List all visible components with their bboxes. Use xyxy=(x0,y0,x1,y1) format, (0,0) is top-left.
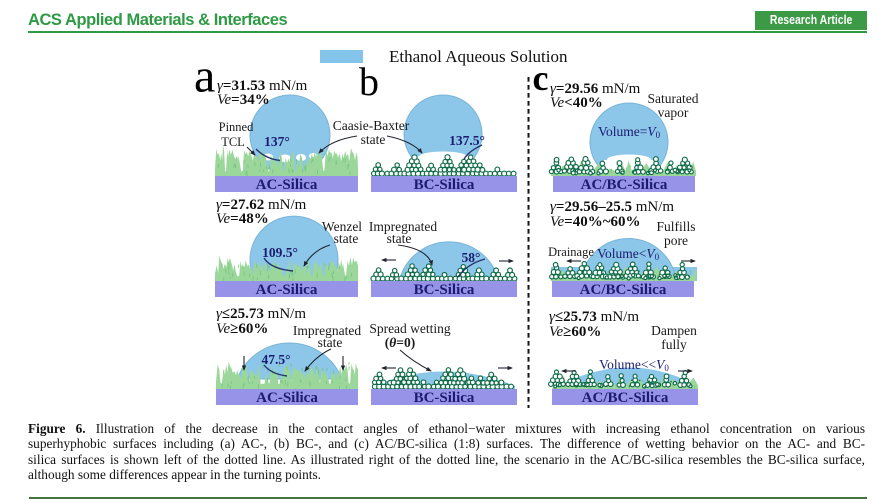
svg-text:pore: pore xyxy=(664,233,688,248)
svg-text:(θ=0): (θ=0) xyxy=(385,335,415,350)
svg-text:AC-Silica: AC-Silica xyxy=(256,282,318,298)
svg-text:Wenzel: Wenzel xyxy=(322,219,362,234)
svg-text:AC/BC-Silica: AC/BC-Silica xyxy=(582,390,669,406)
svg-text:AC/BC-Silica: AC/BC-Silica xyxy=(580,282,667,298)
svg-text:c: c xyxy=(533,58,549,98)
svg-text:γ=27.62 mN/m: γ=27.62 mN/m xyxy=(216,197,307,213)
svg-text:Ve=40%~60%: Ve=40%~60% xyxy=(550,214,641,230)
svg-text:Caasie-Baxter: Caasie-Baxter xyxy=(333,118,410,133)
svg-text:BC-Silica: BC-Silica xyxy=(414,177,475,193)
svg-text:AC-Silica: AC-Silica xyxy=(256,177,318,193)
svg-text:Ve≥60%: Ve≥60% xyxy=(549,324,601,340)
svg-text:47.5°: 47.5° xyxy=(261,352,290,367)
svg-text:Impregnated: Impregnated xyxy=(369,219,437,234)
svg-text:Volume<<V0: Volume<<V0 xyxy=(599,357,669,373)
svg-text:Volume=V0: Volume=V0 xyxy=(598,124,661,140)
svg-text:Ve<40%: Ve<40% xyxy=(550,95,603,111)
svg-text:Ve=34%: Ve=34% xyxy=(217,92,270,108)
svg-text:109.5°: 109.5° xyxy=(262,245,298,260)
svg-text:Spread wetting: Spread wetting xyxy=(369,321,451,336)
svg-text:Impregnated: Impregnated xyxy=(293,323,361,338)
svg-text:Dampen: Dampen xyxy=(651,323,697,338)
svg-text:BC-Silica: BC-Silica xyxy=(414,390,475,406)
svg-text:fully: fully xyxy=(661,337,687,352)
svg-text:Ve≥60%: Ve≥60% xyxy=(216,321,268,337)
svg-text:γ≤25.73 mN/m: γ≤25.73 mN/m xyxy=(216,306,306,322)
svg-text:vapor: vapor xyxy=(658,105,689,120)
svg-text:AC/BC-Silica: AC/BC-Silica xyxy=(581,177,668,193)
svg-text:state: state xyxy=(334,231,359,246)
svg-text:state: state xyxy=(361,132,386,147)
svg-text:BC-Silica: BC-Silica xyxy=(414,282,475,298)
svg-text:Ve=48%: Ve=48% xyxy=(216,211,269,227)
svg-text:Pinned: Pinned xyxy=(219,120,254,134)
svg-text:γ=29.56–25.5 mN/m: γ=29.56–25.5 mN/m xyxy=(550,199,674,215)
svg-text:AC-Silica: AC-Silica xyxy=(256,390,318,406)
svg-text:γ=29.56 mN/m: γ=29.56 mN/m xyxy=(550,81,641,97)
svg-text:137.5°: 137.5° xyxy=(449,133,485,148)
svg-text:γ=31.53 mN/m: γ=31.53 mN/m xyxy=(217,78,308,94)
svg-text:Volume<V0: Volume<V0 xyxy=(597,246,660,262)
svg-text:TCL: TCL xyxy=(221,135,245,149)
svg-text:137°: 137° xyxy=(264,134,290,149)
svg-text:a: a xyxy=(194,50,215,103)
svg-text:γ≤25.73 mN/m: γ≤25.73 mN/m xyxy=(549,309,639,325)
svg-text:58°: 58° xyxy=(462,250,481,265)
svg-text:Saturated: Saturated xyxy=(648,91,699,106)
svg-text:b: b xyxy=(359,59,379,104)
svg-text:state: state xyxy=(387,231,412,246)
svg-text:state: state xyxy=(318,335,343,350)
svg-text:Fulfills: Fulfills xyxy=(656,219,695,234)
svg-text:Drainage: Drainage xyxy=(548,245,594,259)
